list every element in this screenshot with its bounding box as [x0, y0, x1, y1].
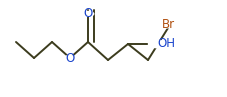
- Circle shape: [82, 11, 93, 16]
- Text: Br: Br: [161, 18, 174, 31]
- Text: O: O: [83, 7, 92, 20]
- Text: OH: OH: [156, 38, 174, 51]
- Circle shape: [64, 56, 75, 60]
- Text: O: O: [65, 52, 74, 65]
- Circle shape: [148, 40, 165, 48]
- Circle shape: [159, 20, 176, 28]
